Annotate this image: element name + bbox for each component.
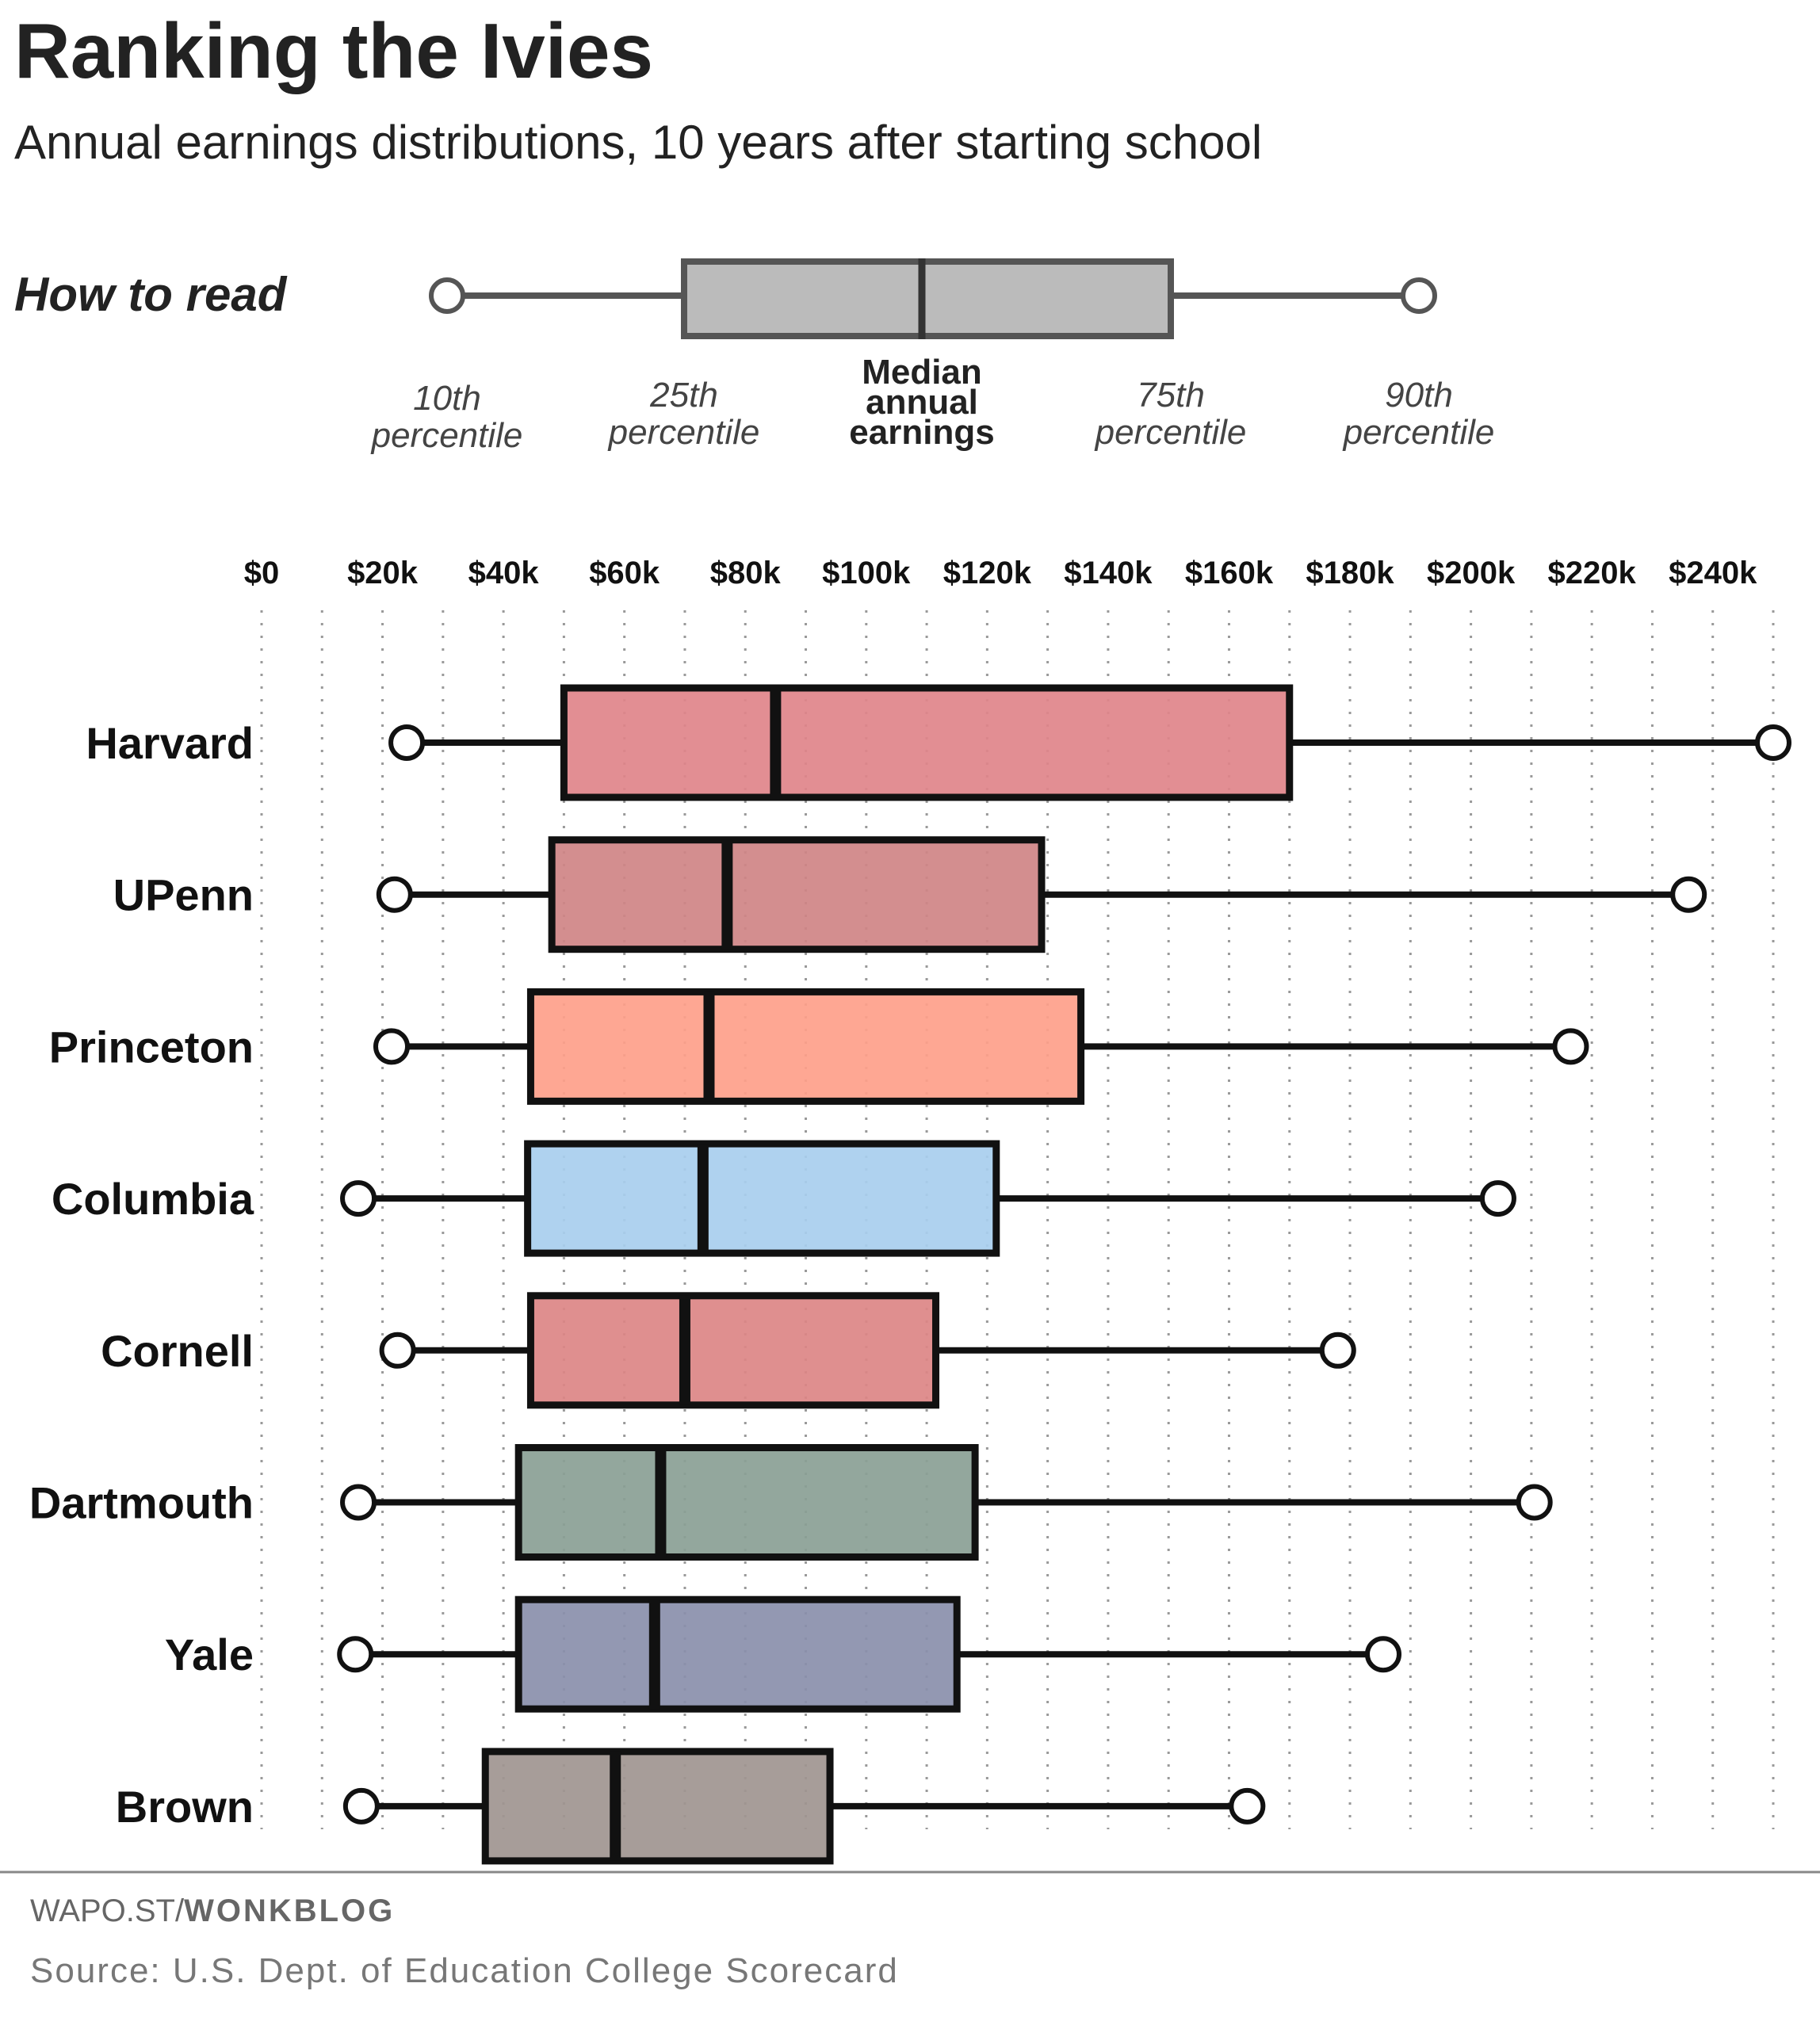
boxplot-series bbox=[337, 684, 1791, 1865]
school-label: Harvard bbox=[86, 718, 254, 768]
x-tick-label: $160k bbox=[1185, 556, 1274, 590]
boxplot-row bbox=[340, 1444, 1553, 1561]
school-label: Cornell bbox=[101, 1326, 254, 1376]
p90-marker bbox=[1670, 876, 1707, 913]
boxplot-row bbox=[342, 1748, 1266, 1865]
x-tick-label: $80k bbox=[710, 556, 782, 590]
p90-marker bbox=[1755, 724, 1791, 761]
boxplot-row bbox=[337, 1595, 1401, 1713]
school-labels: Harvard UPenn Princeton Columbia Cornell Dart… bbox=[29, 718, 254, 1832]
x-tick-label: $180k bbox=[1306, 556, 1394, 590]
x-tick-label: $240k bbox=[1669, 556, 1757, 590]
footer-source: Source: U.S. Dept. of Education College … bbox=[30, 1951, 899, 1990]
school-label: Columbia bbox=[52, 1174, 254, 1224]
x-tick-label: $40k bbox=[468, 556, 540, 590]
x-tick-label: $120k bbox=[943, 556, 1032, 590]
iqr-box bbox=[560, 684, 1294, 801]
p90-marker bbox=[1552, 1028, 1589, 1065]
p10-marker bbox=[379, 1332, 416, 1369]
iqr-box bbox=[514, 1595, 961, 1713]
x-tick-label: $60k bbox=[589, 556, 660, 590]
p10-marker bbox=[373, 1028, 411, 1065]
iqr-box bbox=[526, 1292, 940, 1409]
p90-marker bbox=[1319, 1332, 1356, 1369]
x-tick-label: $0 bbox=[244, 556, 280, 590]
iqr-box bbox=[524, 1140, 1000, 1257]
x-tick-label: $100k bbox=[822, 556, 911, 590]
legend-p10-circle bbox=[429, 277, 465, 314]
school-label: Dartmouth bbox=[29, 1478, 254, 1528]
school-label: Yale bbox=[165, 1630, 254, 1679]
boxplot-row bbox=[376, 836, 1707, 953]
legend-p25-line2: percentile bbox=[607, 413, 760, 452]
legend-median-line3: earnings bbox=[849, 413, 994, 452]
how-to-read-label: How to read bbox=[14, 268, 288, 321]
x-tick-label: $220k bbox=[1548, 556, 1637, 590]
legend-box bbox=[681, 258, 1174, 339]
legend-p10-line2: percentile bbox=[370, 416, 523, 455]
boxplot-row bbox=[373, 988, 1589, 1105]
x-tick-label: $140k bbox=[1064, 556, 1153, 590]
legend-p90-circle bbox=[1401, 277, 1437, 314]
p10-marker bbox=[388, 724, 426, 761]
school-label: Princeton bbox=[49, 1022, 254, 1072]
p10-marker bbox=[337, 1636, 374, 1673]
school-label: UPenn bbox=[113, 870, 254, 920]
footer-site-suffix: WONKBLOG bbox=[184, 1893, 395, 1928]
p90-marker bbox=[1516, 1484, 1553, 1521]
legend-p75-line1: 75th bbox=[1137, 376, 1205, 415]
how-to-read-legend: How to read 10th percentile 25th percent… bbox=[14, 258, 1494, 455]
legend-p75-line2: percentile bbox=[1094, 413, 1247, 452]
legend-median-line2: annual bbox=[866, 383, 978, 422]
x-tick-label: $20k bbox=[347, 556, 419, 590]
p90-marker bbox=[1364, 1636, 1401, 1673]
p10-marker bbox=[340, 1484, 377, 1521]
iqr-box bbox=[548, 836, 1046, 953]
iqr-box bbox=[514, 1444, 979, 1561]
boxplot-row bbox=[340, 1140, 1516, 1257]
boxplot-row bbox=[388, 684, 1791, 801]
chart-subtitle: Annual earnings distributions, 10 years … bbox=[14, 116, 1262, 169]
iqr-box bbox=[526, 988, 1085, 1105]
p10-marker bbox=[342, 1787, 380, 1825]
legend-median-line1: Median bbox=[862, 353, 982, 392]
legend-p90-line2: percentile bbox=[1342, 413, 1495, 452]
footer-site-prefix: WAPO.ST/ bbox=[30, 1893, 185, 1928]
boxplot-row bbox=[379, 1292, 1356, 1409]
p10-marker bbox=[340, 1180, 377, 1217]
x-tick-label: $200k bbox=[1427, 556, 1516, 590]
p90-marker bbox=[1229, 1787, 1266, 1825]
chart-title: Ranking the Ivies bbox=[14, 7, 653, 94]
legend-p90-line1: 90th bbox=[1385, 376, 1453, 415]
x-axis-ticks: $0 $20k $40k $60k $80k $100k $120k $140k $160k $1… bbox=[244, 556, 1757, 590]
p90-marker bbox=[1479, 1180, 1516, 1217]
p10-marker bbox=[376, 876, 413, 913]
school-label: Brown bbox=[116, 1782, 254, 1832]
footer-site[interactable]: WAPO.ST/WONKBLOG bbox=[30, 1893, 395, 1928]
legend-p25-line1: 25th bbox=[649, 376, 718, 415]
legend-p10-line1: 10th bbox=[413, 379, 481, 418]
iqr-box bbox=[481, 1748, 834, 1865]
